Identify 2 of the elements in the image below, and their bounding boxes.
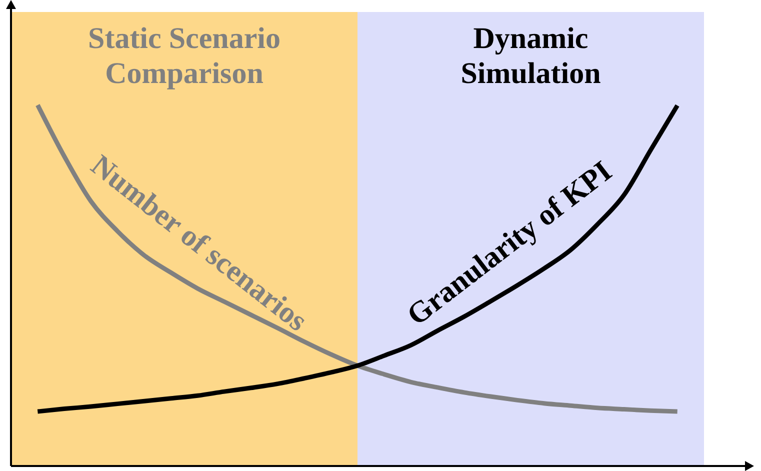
series-label: Dynamic Simulation [460,22,602,90]
series-label: Static Scenario Comparison [88,22,280,90]
